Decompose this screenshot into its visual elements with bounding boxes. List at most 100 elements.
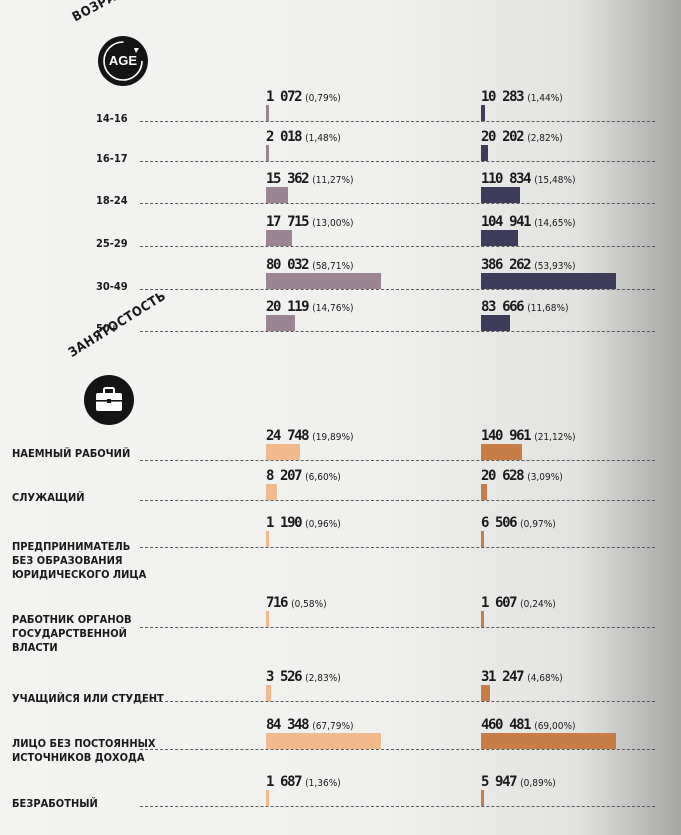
data-label: 15 362 (11,27%) xyxy=(266,168,354,187)
percent-label: (13,00%) xyxy=(312,218,354,229)
bar xyxy=(266,230,292,246)
data-label: 20 119 (14,76%) xyxy=(266,296,354,315)
row-divider xyxy=(140,331,655,332)
percent-label: (4,68%) xyxy=(527,673,563,684)
data-label: 3 526 (2,83%) xyxy=(266,666,341,685)
bar xyxy=(266,444,300,460)
row-divider xyxy=(140,203,655,204)
bar xyxy=(266,484,278,500)
bar xyxy=(481,444,523,460)
bar xyxy=(481,105,485,121)
data-label: 6 506 (0,97%) xyxy=(481,512,556,531)
percent-label: (67,79%) xyxy=(312,721,354,732)
bar xyxy=(481,685,491,701)
data-label: 2 018 (1,48%) xyxy=(266,126,341,145)
row-divider xyxy=(140,121,655,122)
data-label: 84 348 (67,79%) xyxy=(266,714,354,733)
percent-label: (6,60%) xyxy=(305,472,341,483)
bar xyxy=(266,315,295,331)
bar xyxy=(266,273,381,289)
category-label: 30-49 xyxy=(96,280,128,293)
data-label: 17 715 (13,00%) xyxy=(266,211,354,230)
percent-label: (0,97%) xyxy=(520,519,556,530)
row-divider xyxy=(140,547,655,548)
value-label: 1 607 xyxy=(481,595,518,611)
value-label: 10 283 xyxy=(481,89,525,105)
data-label: 20 202 (2,82%) xyxy=(481,126,563,145)
percent-label: (58,71%) xyxy=(312,261,354,272)
value-label: 20 202 xyxy=(481,129,525,145)
category-label: НАЕМНЫЙ РАБОЧИЙ xyxy=(12,447,131,460)
value-label: 84 348 xyxy=(266,717,310,733)
bar xyxy=(266,790,269,806)
percent-label: (14,76%) xyxy=(312,303,354,314)
value-label: 1 190 xyxy=(266,515,303,531)
value-label: 8 207 xyxy=(266,468,303,484)
value-label: 6 506 xyxy=(481,515,518,531)
value-label: 3 526 xyxy=(266,669,303,685)
percent-label: (1,48%) xyxy=(305,133,341,144)
data-label: 80 032 (58,71%) xyxy=(266,254,354,273)
value-label: 83 666 xyxy=(481,299,525,315)
category-label: УЧАЩИЙСЯ ИЛИ СТУДЕНТ xyxy=(12,692,164,705)
bar xyxy=(481,273,616,289)
value-label: 1 687 xyxy=(266,774,303,790)
bar xyxy=(266,105,269,121)
data-label: 1 687 (1,36%) xyxy=(266,771,341,790)
data-label: 140 961 (21,12%) xyxy=(481,425,576,444)
percent-label: (15,48%) xyxy=(534,175,576,186)
category-label: 18-24 xyxy=(96,194,128,207)
data-label: 20 628 (3,09%) xyxy=(481,465,563,484)
value-label: 15 362 xyxy=(266,171,310,187)
data-label: 110 834 (15,48%) xyxy=(481,168,576,187)
percent-label: (2,82%) xyxy=(527,133,563,144)
bar xyxy=(481,733,616,749)
data-label: 386 262 (53,93%) xyxy=(481,254,576,273)
category-label: 50+ xyxy=(96,322,119,335)
row-divider xyxy=(140,627,655,628)
percent-label: (1,36%) xyxy=(305,778,341,789)
bar xyxy=(481,790,484,806)
percent-label: (0,24%) xyxy=(520,599,556,610)
bar xyxy=(266,531,269,547)
bar xyxy=(481,145,489,161)
age-badge-text: AGE xyxy=(108,53,138,68)
percent-label: (11,68%) xyxy=(527,303,569,314)
data-label: 10 283 (1,44%) xyxy=(481,86,563,105)
category-label: 16-17 xyxy=(96,152,128,165)
category-label: ПРЕДПРИНИМАТЕЛЬ БЕЗ ОБРАЗОВАНИЯ ЮРИДИЧЕС… xyxy=(12,540,147,581)
percent-label: (21,12%) xyxy=(534,432,576,443)
data-label: 460 481 (69,00%) xyxy=(481,714,576,733)
bar xyxy=(481,531,484,547)
data-label: 716 (0,58%) xyxy=(266,592,327,611)
percent-label: (3,09%) xyxy=(527,472,563,483)
data-label: 1 190 (0,96%) xyxy=(266,512,341,531)
briefcase-icon xyxy=(84,375,134,425)
value-label: 20 119 xyxy=(266,299,310,315)
bar xyxy=(481,230,518,246)
percent-label: (1,44%) xyxy=(527,93,563,104)
value-label: 716 xyxy=(266,595,289,611)
percent-label: (0,58%) xyxy=(291,599,327,610)
data-label: 104 941 (14,65%) xyxy=(481,211,576,230)
data-label: 5 947 (0,89%) xyxy=(481,771,556,790)
section-title: ВОЗРАСТ, ЛЕТ xyxy=(70,0,167,25)
age-badge-icon: AGE xyxy=(98,36,148,86)
bar xyxy=(481,187,520,203)
row-divider xyxy=(140,749,655,750)
data-label: 83 666 (11,68%) xyxy=(481,296,569,315)
bar xyxy=(266,187,289,203)
value-label: 110 834 xyxy=(481,171,532,187)
percent-label: (14,65%) xyxy=(534,218,576,229)
row-divider xyxy=(140,460,655,461)
section-title: ЗАНЯТОСТОСТЬ xyxy=(66,288,169,361)
row-divider xyxy=(140,701,655,702)
value-label: 80 032 xyxy=(266,257,310,273)
category-label: РАБОТНИК ОРГАНОВ ГОСУДАРСТВЕННОЙ ВЛАСТИ xyxy=(12,613,132,654)
data-label: 1 072 (0,79%) xyxy=(266,86,341,105)
data-label: 24 748 (19,89%) xyxy=(266,425,354,444)
bar xyxy=(481,484,487,500)
value-label: 1 072 xyxy=(266,89,303,105)
bar xyxy=(266,733,381,749)
bar xyxy=(266,685,271,701)
